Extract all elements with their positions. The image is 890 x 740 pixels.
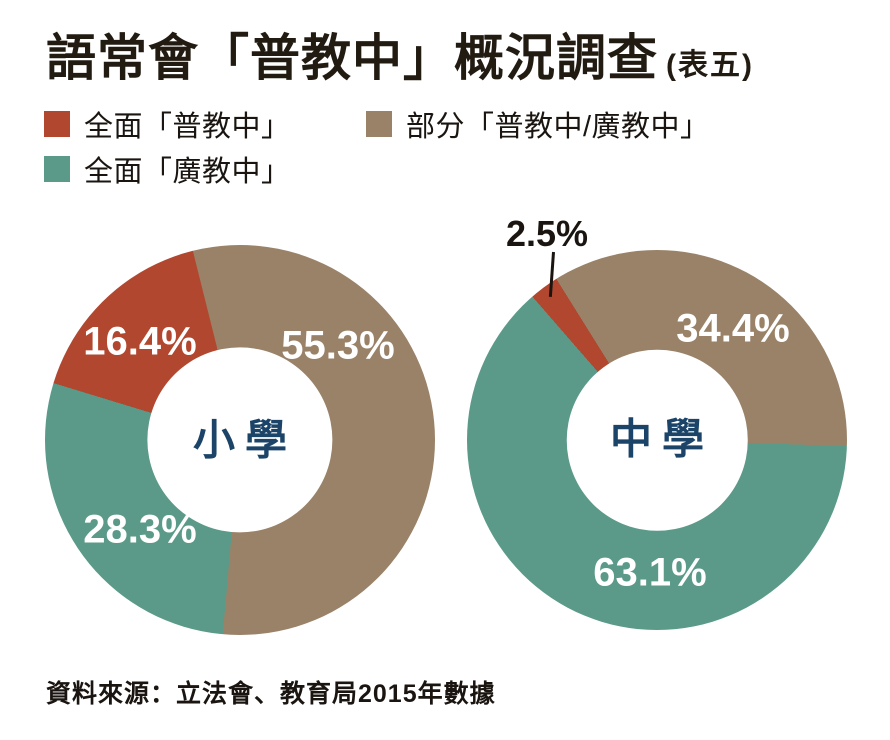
slice-label-secondary-cantonese: 63.1%	[593, 550, 707, 595]
slice-label-primary-putonghua: 16.4%	[83, 319, 197, 364]
legend-item-full-putonghua: 全面「普教中」	[44, 103, 291, 145]
title-text: 語常會「普教中」概況調查	[46, 30, 658, 86]
title-note: (表五)	[666, 49, 754, 82]
donut-hole	[147, 347, 333, 533]
legend-swatch-brown	[366, 111, 392, 137]
donut-chart-primary-school	[45, 245, 435, 635]
legend-label-full-putonghua: 全面「普教中」	[84, 111, 291, 143]
legend-label-full-cantonese: 全面「廣教中」	[84, 156, 291, 188]
chart-center-label-secondary: 中學	[609, 414, 715, 464]
slice-label-primary-partial: 55.3%	[281, 323, 395, 368]
legend-item-partial-mixed: 部分「普教中/廣教中」	[366, 103, 710, 145]
donut-hole	[566, 349, 748, 531]
chart-center-label-primary: 小學	[192, 415, 298, 465]
legend-item-full-cantonese: 全面「廣教中」	[44, 148, 291, 190]
legend-swatch-red	[44, 111, 70, 137]
slice-label-secondary-putonghua: 2.5%	[505, 213, 589, 254]
slice-label-secondary-partial: 34.4%	[676, 306, 790, 351]
donut-chart-secondary-school	[467, 250, 847, 630]
slice-label-primary-cantonese: 28.3%	[83, 507, 197, 552]
source-note: 資料來源：立法會、教育局2015年數據	[46, 680, 496, 708]
legend-swatch-teal	[44, 156, 70, 182]
page-title: 語常會「普教中」概況調查 (表五)	[46, 18, 866, 90]
legend-label-partial-mixed: 部分「普教中/廣教中」	[406, 111, 710, 143]
